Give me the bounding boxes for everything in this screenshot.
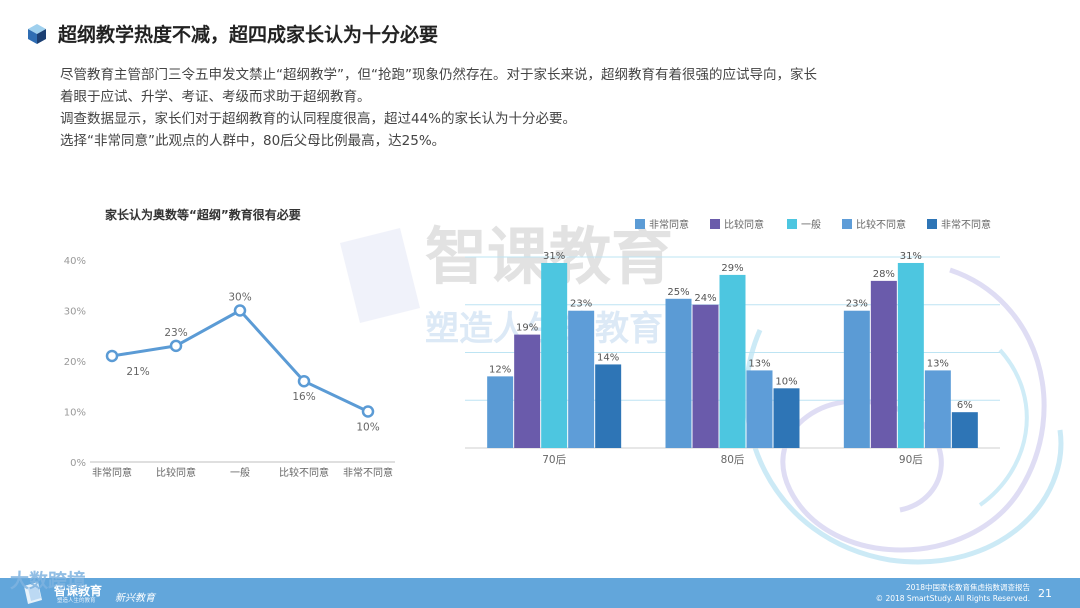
bar (692, 304, 719, 448)
bar-chart: 非常同意 比较同意 一般 比较不同意 非常不同意 12% 19% 31% 23% 14% 70后 25… (465, 218, 1000, 466)
bar-data-label: 10% (775, 376, 797, 387)
overlay-watermark: 大数跨境 (10, 570, 87, 592)
bar (514, 334, 541, 448)
footer-brand: 智课教育 (54, 584, 103, 598)
line-chart-point (297, 374, 311, 388)
intro-line: 选择“非常同意”此观点的人群中，80后父母比例最高，达25%。 (60, 133, 446, 149)
legend-swatch (927, 219, 937, 229)
legend-swatch (787, 219, 797, 229)
line-chart-x-tick: 非常同意 (92, 466, 132, 479)
bar (719, 274, 746, 448)
bar-data-label: 13% (927, 358, 949, 369)
line-chart-point (105, 349, 119, 363)
bar (951, 412, 978, 448)
bar (487, 376, 514, 448)
legend-swatch (842, 219, 852, 229)
footer-copyright: © 2018 SmartStudy. All Rights Reserved. (875, 594, 1030, 603)
line-chart-x-tick: 一般 (230, 466, 250, 479)
line-chart-y-tick: 20% (64, 357, 86, 368)
intro-line: 着眼于应试、升学、考证、考级而求助于超纲教育。 (60, 89, 371, 105)
legend-label: 非常不同意 (941, 218, 991, 231)
line-chart-data-label: 10% (356, 422, 379, 434)
bar-data-label: 23% (570, 299, 592, 310)
bar-data-label: 12% (489, 364, 511, 375)
bar (897, 262, 924, 448)
line-chart-y-tick: 40% (64, 256, 86, 267)
bar (924, 370, 951, 448)
line-chart-x-tick: 比较同意 (156, 466, 196, 479)
bar-data-label: 29% (721, 263, 743, 274)
bar-data-label: 31% (900, 251, 922, 262)
line-chart-series-line (111, 309, 369, 413)
line-chart-y-tick: 10% (64, 408, 86, 419)
intro-text: 尽管教育主管部门三令五申发文禁止“超纲教学”，但“抢跑”现象仍然存在。对于家长来… (60, 64, 990, 152)
bar (773, 388, 800, 448)
bar-data-label: 23% (846, 299, 868, 310)
bar (568, 310, 595, 448)
line-chart-title: 家长认为奥数等“超纲”教育很有必要 (105, 207, 301, 222)
bar-data-label: 14% (597, 352, 619, 363)
page-title: 超纲教学热度不减，超四成家长认为十分必要 (58, 24, 439, 46)
footer-tagline: 新兴教育 (115, 593, 155, 604)
line-chart-x-tick: 比较不同意 (279, 466, 329, 479)
legend-swatch (710, 219, 720, 229)
bar (595, 364, 622, 448)
legend-label: 比较同意 (724, 218, 764, 231)
bar-data-label: 31% (543, 251, 565, 262)
bar-chart-x-tick: 90后 (899, 454, 923, 466)
bar-data-label: 25% (667, 287, 689, 298)
line-chart-y-tick: 0% (70, 458, 86, 469)
bar (843, 310, 870, 448)
bar-data-label: 13% (748, 358, 770, 369)
legend-swatch (635, 219, 645, 229)
bar (870, 280, 897, 448)
bar-chart-x-tick: 70后 (542, 454, 566, 466)
bar (541, 262, 568, 448)
line-chart-data-label: 30% (228, 292, 251, 304)
bar-data-label: 24% (694, 293, 716, 304)
bar (665, 298, 692, 448)
line-chart-data-label: 16% (292, 391, 315, 403)
footer-report-title: 2018中国家长教育焦虑指数调查报告 (905, 583, 1030, 592)
line-chart-y-tick: 30% (64, 307, 86, 318)
legend-label: 非常同意 (649, 218, 689, 231)
intro-line: 调查数据显示，家长们对于超纲教育的认同程度很高，超过44%的家长认为十分必要。 (60, 111, 577, 127)
legend-label: 一般 (801, 218, 821, 231)
page-number: 21 (1038, 587, 1052, 600)
line-chart-x-tick: 非常不同意 (343, 466, 393, 479)
bar-data-label: 6% (957, 400, 973, 411)
intro-line: 尽管教育主管部门三令五申发文禁止“超纲教学”，但“抢跑”现象仍然存在。对于家长来… (60, 67, 817, 83)
bar (746, 370, 773, 448)
line-chart-data-label: 21% (126, 366, 149, 378)
bar-chart-x-tick: 80后 (721, 454, 745, 466)
footer-bar (0, 578, 1080, 608)
line-chart-point (169, 339, 183, 353)
bar-data-label: 28% (873, 269, 895, 280)
line-chart-point (361, 405, 375, 418)
title-cube-icon (24, 22, 50, 46)
legend-label: 比较不同意 (856, 218, 906, 231)
bar-data-label: 19% (516, 323, 538, 334)
line-chart-point (233, 304, 247, 317)
footer-logo-icon (24, 582, 42, 604)
line-chart: 家长认为奥数等“超纲”教育很有必要 0% 10% 20% 30% 40% 非常同意 比较同意… (64, 207, 395, 479)
footer-slogan: 塑造人生的教育 (57, 598, 96, 604)
line-chart-data-label: 23% (164, 327, 187, 339)
